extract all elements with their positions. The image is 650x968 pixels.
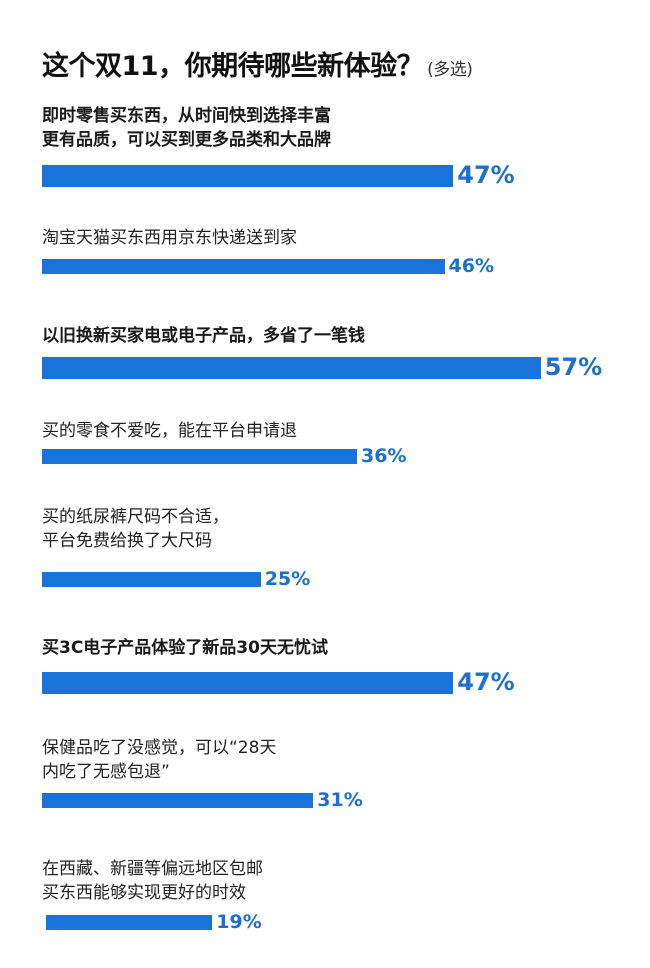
bar [42,165,454,187]
value-label: 47% [457,161,515,189]
category-label: 买的纸尿裤尺码不合适， 平台免费给换了大尺码 [42,507,229,551]
bar [42,572,261,587]
category-label: 在西藏、新疆等偏远地区包邮 买东西能够实现更好的时效 [42,859,263,903]
bar [42,449,357,464]
category-label: 保健品吃了没感觉，可以“28天 内吃了无感包退” [42,738,277,782]
chart-subtitle: (多选) [427,60,473,80]
bar [42,793,314,808]
value-label: 25% [264,567,311,590]
bar [42,672,454,694]
category-label: 买3C电子产品体验了新品30天无忧试 [42,638,328,658]
value-label: 46% [448,254,494,277]
value-label: 19% [216,910,262,933]
category-label: 买的零食不爱吃，能在平台申请退 [42,421,297,441]
value-label: 36% [361,444,407,467]
value-label: 57% [544,353,603,381]
bar [42,357,541,379]
value-label: 47% [457,668,515,696]
bar [46,915,213,930]
chart-title: 这个双11，你期待哪些新体验？ (多选) [42,44,473,83]
category-label: 即时零售买东西，从时间快到选择丰富 更有品质，可以买到更多品类和大品牌 [42,106,331,150]
bar [42,259,445,274]
category-label: 以旧换新买家电或电子产品，多省了一笔钱 [42,326,365,346]
value-label: 31% [317,788,363,811]
title-text: 这个双11，你期待哪些新体验？ [42,51,424,82]
category-label: 淘宝天猫买东西用京东快递送到家 [42,228,297,248]
